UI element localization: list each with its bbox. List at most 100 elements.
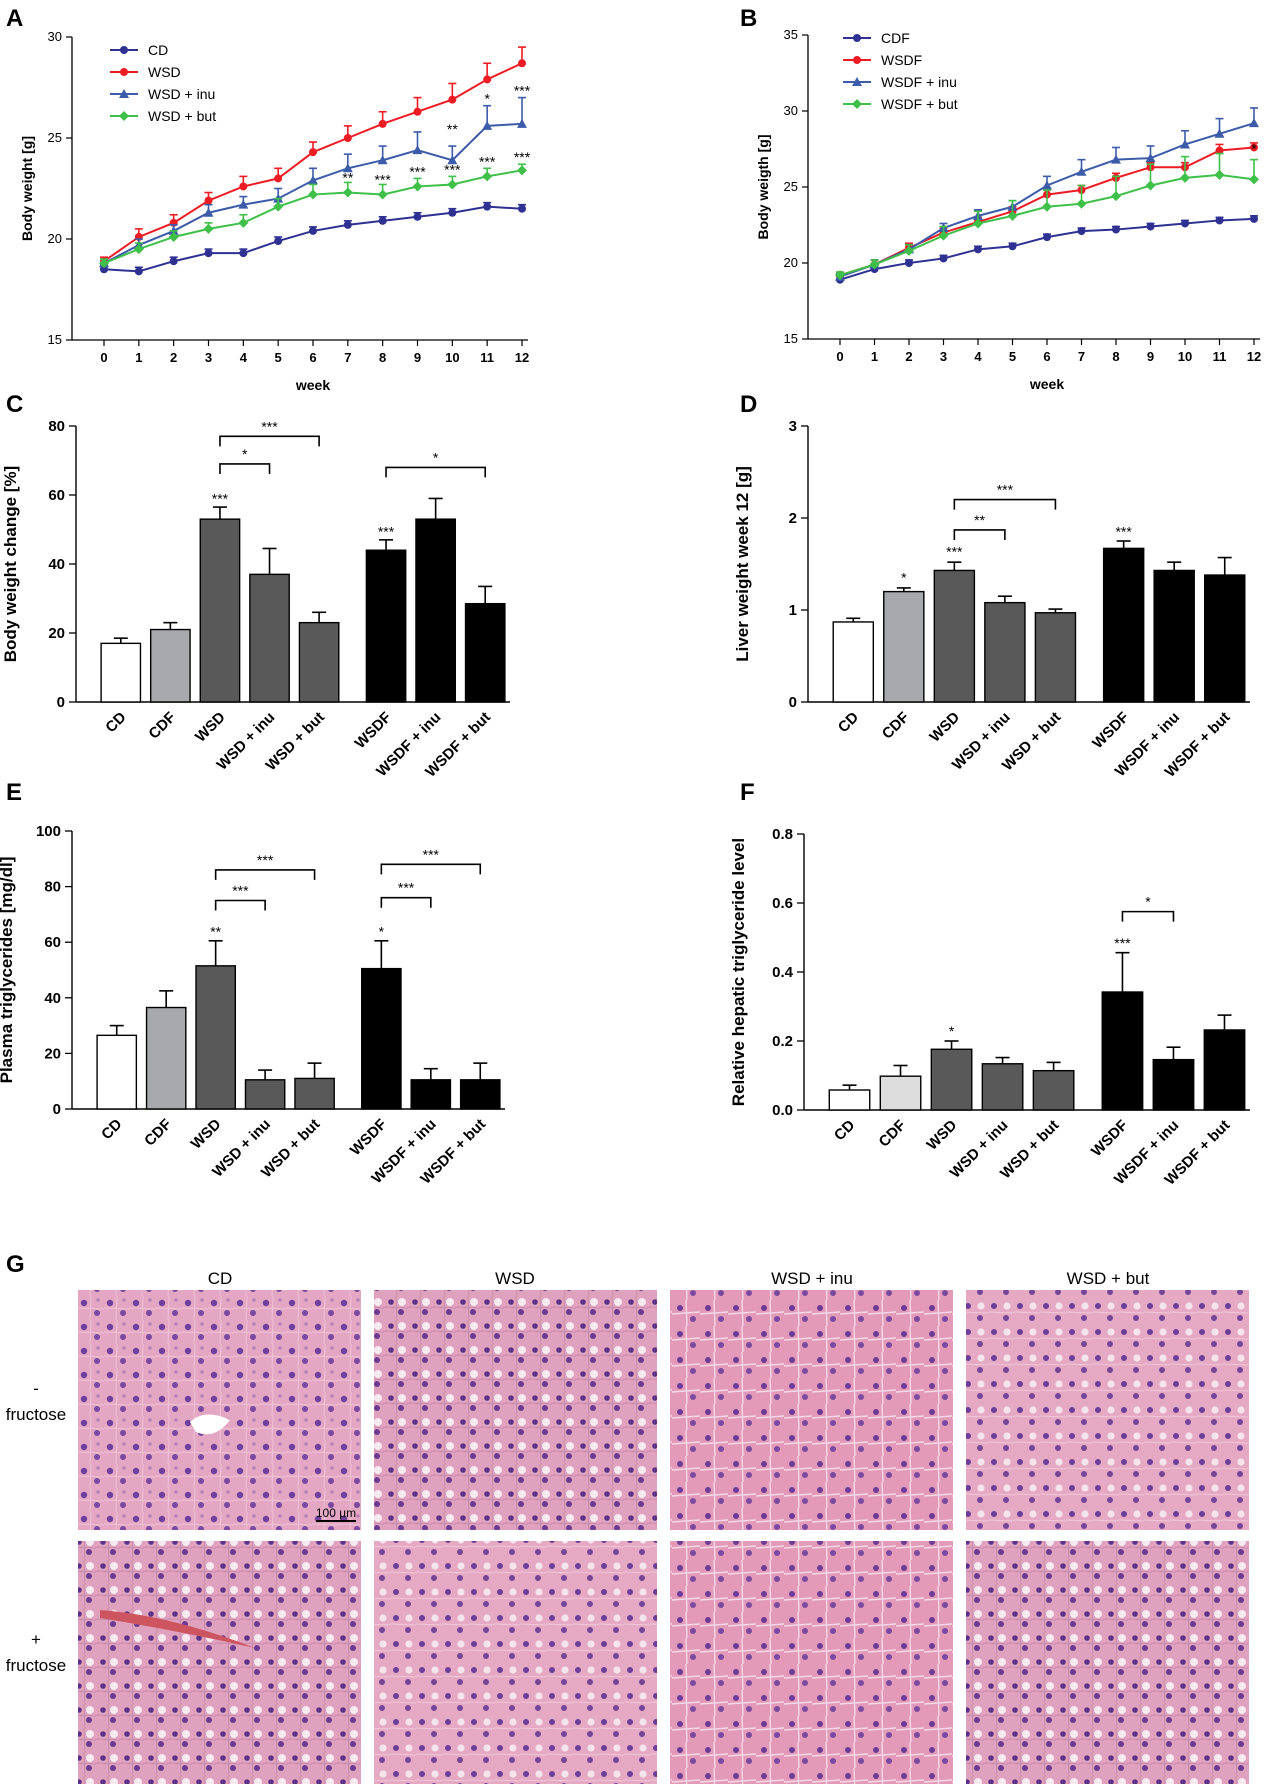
data-point	[447, 155, 458, 165]
x-tick-label: 7	[344, 350, 351, 365]
data-point	[169, 257, 178, 266]
data-point	[413, 107, 422, 116]
data-point	[482, 120, 493, 130]
data-point	[1145, 180, 1156, 191]
significance-bracket	[1121, 910, 1175, 922]
y-tick-label: 0	[53, 1101, 61, 1118]
category-label: WSDF	[1089, 709, 1132, 752]
bar-7	[1203, 574, 1246, 703]
histology-image-wsd-but-plus	[966, 1541, 1249, 1784]
category-label: WSD	[924, 1117, 961, 1154]
y-axis-label: Body weight [g]	[19, 136, 35, 241]
data-point	[378, 216, 387, 225]
chart-hepatic-triglycerides: 0.0 0.2 0.4 0.6 0.8 Relative hepatic triglyce…	[729, 826, 1250, 1189]
data-point	[274, 174, 283, 183]
bar-2	[933, 569, 976, 703]
x-tick-label: 10	[1178, 349, 1192, 364]
bar-2	[195, 965, 236, 1110]
data-point	[482, 171, 493, 182]
y-tick-label: 20	[44, 1045, 61, 1062]
y-tick-label: 80	[48, 418, 65, 435]
panel-letter-a: A	[6, 5, 23, 32]
significance-star: ***	[514, 149, 531, 165]
data-point	[869, 259, 880, 270]
histology-image-wsd-plus	[374, 1541, 657, 1784]
data-point	[1214, 169, 1225, 180]
y-tick-label: 35	[784, 27, 798, 42]
y-tick-label: 100	[36, 823, 61, 840]
legend-marker	[853, 56, 861, 64]
significance-star: *	[1145, 894, 1151, 910]
significance-star: **	[447, 121, 458, 137]
data-point	[239, 249, 248, 258]
y-tick-label: 15	[784, 331, 798, 346]
significance-bracket	[380, 896, 432, 908]
data-point	[938, 230, 949, 241]
x-tick-label: 11	[1213, 349, 1227, 364]
x-tick-label: 2	[905, 349, 912, 364]
data-point	[518, 59, 526, 68]
legend-label: WSD + but	[148, 108, 216, 124]
y-tick-label: 60	[48, 487, 65, 504]
x-tick-label: 1	[135, 350, 142, 365]
significance-bracket	[380, 863, 482, 875]
data-point	[939, 254, 948, 263]
significance-star: **	[342, 169, 353, 185]
y-axis-label: Liver weight week 12 [g]	[733, 466, 752, 662]
category-label: WSDF	[352, 709, 395, 752]
x-axis-label: week	[1029, 376, 1064, 392]
significance-bracket	[953, 498, 1057, 510]
data-point	[204, 249, 213, 258]
significance-star: **	[974, 512, 985, 528]
significance-star: ***	[409, 163, 426, 179]
bar-7	[1203, 1029, 1246, 1111]
x-tick-label: 10	[445, 350, 459, 365]
x-tick-label: 12	[515, 350, 529, 365]
data-point	[238, 217, 249, 228]
significance-star: ***	[257, 852, 274, 868]
legend-marker	[119, 111, 129, 121]
significance-bracket	[214, 869, 316, 880]
x-tick-label: 7	[1078, 349, 1085, 364]
y-tick-label: 40	[48, 556, 65, 573]
y-tick-label: 1	[789, 602, 797, 619]
significance-star: ***	[514, 83, 531, 99]
legend-marker	[853, 34, 861, 42]
bar-1	[145, 1006, 187, 1110]
x-tick-label: 8	[1112, 349, 1119, 364]
bar-5	[1102, 547, 1145, 703]
histology-image-cd-minus	[78, 1290, 361, 1530]
bar-6	[410, 1079, 452, 1110]
y-tick-label: 2	[789, 510, 797, 527]
data-point	[483, 75, 492, 84]
data-point	[1042, 201, 1052, 212]
legend-label: CD	[148, 42, 168, 58]
y-tick-label: 20	[48, 231, 62, 246]
significance-star: *	[949, 1023, 955, 1039]
data-point	[377, 155, 388, 165]
x-tick-label: 5	[275, 350, 282, 365]
legend-label: WSD + inu	[148, 86, 215, 102]
significance-star: **	[210, 924, 221, 940]
y-tick-label: 0	[789, 694, 797, 711]
bar-4	[1034, 612, 1077, 703]
data-point	[1180, 172, 1190, 183]
data-point	[1249, 118, 1259, 128]
histology-vessel	[190, 1414, 230, 1435]
legend-marker	[120, 46, 128, 54]
x-tick-label: 2	[170, 350, 177, 365]
data-point	[413, 212, 422, 221]
bar-3	[244, 1079, 286, 1110]
category-label: CD	[102, 709, 129, 736]
bar-0	[828, 1089, 871, 1111]
bar-5	[361, 967, 402, 1110]
bar-5	[1101, 991, 1144, 1111]
y-axis-label: Body weight change [%]	[1, 466, 20, 662]
histology-image-cd-plus	[78, 1541, 361, 1784]
bar-2	[199, 518, 241, 703]
histology-image-wsd-inu-minus	[670, 1290, 953, 1530]
category-label: WSD	[192, 709, 229, 746]
histology-col-label-2: WSD + inu	[771, 1269, 853, 1288]
data-point	[274, 237, 283, 246]
